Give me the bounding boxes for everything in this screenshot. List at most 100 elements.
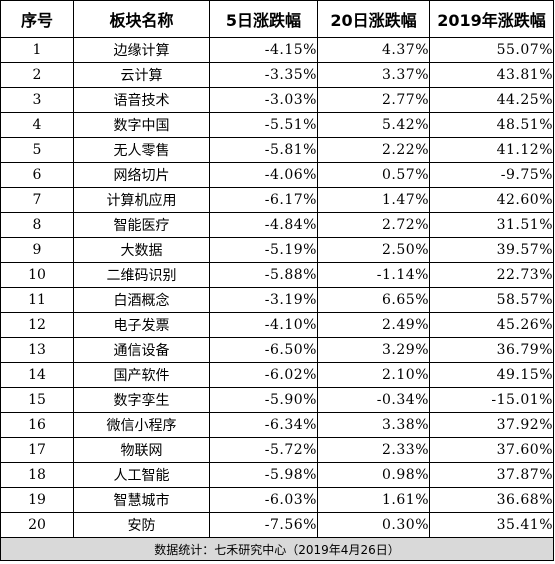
change-2019-cell: 55.07%	[429, 37, 554, 63]
footer-row: 数据统计：七禾研究中心（2019年4月26日）	[0, 537, 554, 561]
change-2019-cell: 22.73%	[429, 262, 554, 288]
change-2019-cell: 58.57%	[429, 287, 554, 313]
rank-cell: 17	[0, 437, 74, 463]
table-row: 16 微信小程序 -6.34% 3.38% 37.92%	[0, 412, 554, 438]
change-20day-cell: 0.30%	[317, 512, 430, 538]
sector-name-cell: 云计算	[73, 62, 210, 88]
change-20day-cell: 2.10%	[317, 362, 430, 388]
change-5day-cell: -4.10%	[209, 312, 318, 338]
table-row: 10 二维码识别 -5.88% -1.14% 22.73%	[0, 262, 554, 288]
table-row: 4 数字中国 -5.51% 5.42% 48.51%	[0, 112, 554, 138]
rank-cell: 15	[0, 387, 74, 413]
header-5day-change: 5日涨跌幅	[209, 0, 318, 38]
change-2019-cell: 37.92%	[429, 412, 554, 438]
rank-cell: 1	[0, 37, 74, 63]
rank-cell: 7	[0, 187, 74, 213]
change-20day-cell: 3.29%	[317, 337, 430, 363]
sector-name-cell: 智能医疗	[73, 212, 210, 238]
rank-cell: 13	[0, 337, 74, 363]
change-20day-cell: 3.38%	[317, 412, 430, 438]
table-row: 19 智慧城市 -6.03% 1.61% 36.68%	[0, 487, 554, 513]
change-20day-cell: 5.42%	[317, 112, 430, 138]
change-5day-cell: -6.17%	[209, 187, 318, 213]
change-20day-cell: 1.61%	[317, 487, 430, 513]
table-row: 12 电子发票 -4.10% 2.49% 45.26%	[0, 312, 554, 338]
change-2019-cell: 31.51%	[429, 212, 554, 238]
change-2019-cell: 37.60%	[429, 437, 554, 463]
change-20day-cell: 2.72%	[317, 212, 430, 238]
change-20day-cell: 2.33%	[317, 437, 430, 463]
change-5day-cell: -6.02%	[209, 362, 318, 388]
change-20day-cell: 2.49%	[317, 312, 430, 338]
change-2019-cell: 49.15%	[429, 362, 554, 388]
table-row: 8 智能医疗 -4.84% 2.72% 31.51%	[0, 212, 554, 238]
sector-name-cell: 安防	[73, 512, 210, 538]
rank-cell: 16	[0, 412, 74, 438]
table-body: 1 边缘计算 -4.15% 4.37% 55.07% 2 云计算 -3.35% 3.37% 43.…	[0, 37, 554, 538]
change-2019-cell: 48.51%	[429, 112, 554, 138]
header-sector-name: 板块名称	[73, 0, 210, 38]
change-20day-cell: 1.47%	[317, 187, 430, 213]
change-5day-cell: -5.51%	[209, 112, 318, 138]
rank-cell: 12	[0, 312, 74, 338]
table-row: 1 边缘计算 -4.15% 4.37% 55.07%	[0, 37, 554, 63]
change-5day-cell: -4.06%	[209, 162, 318, 188]
change-20day-cell: 2.50%	[317, 237, 430, 263]
change-5day-cell: -5.81%	[209, 137, 318, 163]
table-row: 7 计算机应用 -6.17% 1.47% 42.60%	[0, 187, 554, 213]
rank-cell: 5	[0, 137, 74, 163]
change-5day-cell: -3.03%	[209, 87, 318, 113]
rank-cell: 4	[0, 112, 74, 138]
rank-cell: 8	[0, 212, 74, 238]
header-2019-change: 2019年涨跌幅	[429, 0, 554, 38]
change-2019-cell: 35.41%	[429, 512, 554, 538]
change-5day-cell: -5.19%	[209, 237, 318, 263]
header-rank: 序号	[0, 0, 74, 38]
table-row: 2 云计算 -3.35% 3.37% 43.81%	[0, 62, 554, 88]
rank-cell: 6	[0, 162, 74, 188]
change-20day-cell: 3.37%	[317, 62, 430, 88]
sector-name-cell: 白酒概念	[73, 287, 210, 313]
table-row: 14 国产软件 -6.02% 2.10% 49.15%	[0, 362, 554, 388]
rank-cell: 3	[0, 87, 74, 113]
rank-cell: 19	[0, 487, 74, 513]
table-row: 3 语音技术 -3.03% 2.77% 44.25%	[0, 87, 554, 113]
sector-name-cell: 语音技术	[73, 87, 210, 113]
change-5day-cell: -5.90%	[209, 387, 318, 413]
change-2019-cell: -9.75%	[429, 162, 554, 188]
sector-name-cell: 人工智能	[73, 462, 210, 488]
change-5day-cell: -4.84%	[209, 212, 318, 238]
change-20day-cell: 4.37%	[317, 37, 430, 63]
table-row: 13 通信设备 -6.50% 3.29% 36.79%	[0, 337, 554, 363]
change-2019-cell: 36.79%	[429, 337, 554, 363]
sector-name-cell: 边缘计算	[73, 37, 210, 63]
change-2019-cell: 37.87%	[429, 462, 554, 488]
change-2019-cell: 45.26%	[429, 312, 554, 338]
sector-name-cell: 微信小程序	[73, 412, 210, 438]
table-footer: 数据统计：七禾研究中心（2019年4月26日）	[0, 537, 554, 561]
change-20day-cell: 0.98%	[317, 462, 430, 488]
table-row: 11 白酒概念 -3.19% 6.65% 58.57%	[0, 287, 554, 313]
header-row: 序号 板块名称 5日涨跌幅 20日涨跌幅 2019年涨跌幅	[0, 0, 554, 38]
rank-cell: 2	[0, 62, 74, 88]
change-2019-cell: 44.25%	[429, 87, 554, 113]
table-row: 17 物联网 -5.72% 2.33% 37.60%	[0, 437, 554, 463]
change-2019-cell: 42.60%	[429, 187, 554, 213]
change-5day-cell: -4.15%	[209, 37, 318, 63]
rank-cell: 10	[0, 262, 74, 288]
change-2019-cell: -15.01%	[429, 387, 554, 413]
change-5day-cell: -3.35%	[209, 62, 318, 88]
sector-name-cell: 国产软件	[73, 362, 210, 388]
table-row: 6 网络切片 -4.06% 0.57% -9.75%	[0, 162, 554, 188]
change-20day-cell: -0.34%	[317, 387, 430, 413]
change-20day-cell: -1.14%	[317, 262, 430, 288]
table-row: 9 大数据 -5.19% 2.50% 39.57%	[0, 237, 554, 263]
sector-name-cell: 智慧城市	[73, 487, 210, 513]
sector-name-cell: 数字孪生	[73, 387, 210, 413]
sector-name-cell: 电子发票	[73, 312, 210, 338]
table-row: 5 无人零售 -5.81% 2.22% 41.12%	[0, 137, 554, 163]
change-5day-cell: -5.88%	[209, 262, 318, 288]
change-5day-cell: -6.34%	[209, 412, 318, 438]
table-row: 20 安防 -7.56% 0.30% 35.41%	[0, 512, 554, 538]
